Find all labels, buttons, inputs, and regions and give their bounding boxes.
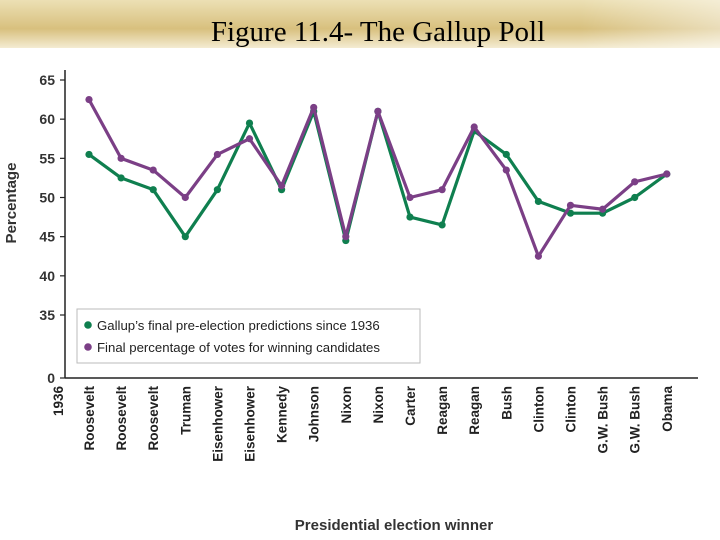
x-tick-label-carter: Carter — [403, 385, 418, 426]
x-tick-labels: 1936 Roosevelt Roosevelt Roosevelt Truman Eis… — [51, 385, 675, 462]
y-tick-label: 65 — [39, 72, 55, 88]
data-point — [502, 150, 510, 159]
data-point — [85, 150, 93, 159]
data-point — [245, 135, 254, 143]
y-tick-label: 40 — [39, 268, 55, 284]
series-line — [87, 97, 669, 258]
title-band-gloss — [580, 0, 720, 48]
series-gallup-predictions — [85, 107, 671, 245]
data-point — [438, 186, 446, 194]
gallup-poll-chart: 0 35 40 45 50 55 60 65 1936 Roosevelt Roosevelt Ro… — [3, 70, 698, 534]
x-tick-label-clinton: Clinton — [564, 386, 579, 433]
x-tick-label-g-w-bush: G.W. Bush — [596, 386, 611, 454]
legend-label: Gallup’s final pre-election predictions … — [97, 318, 380, 333]
data-point — [374, 107, 382, 115]
y-tick-label: 35 — [39, 307, 55, 323]
x-tick-label-truman: Truman — [178, 386, 193, 435]
series-layer — [85, 95, 671, 260]
x-axis-label: Presidential election winner — [295, 517, 494, 534]
data-point — [117, 154, 125, 162]
data-point — [438, 221, 446, 229]
series-actual-vote-share — [85, 95, 671, 260]
data-point — [342, 233, 350, 241]
data-point — [213, 150, 221, 159]
data-point — [213, 186, 221, 194]
x-tick-label-reagan: Reagan — [435, 386, 450, 435]
y-axis-label: Percentage — [3, 163, 20, 244]
first-year-label: 1936 — [51, 386, 66, 417]
data-point — [181, 233, 189, 241]
y-tick-label: 60 — [39, 111, 55, 127]
legend-marker — [84, 343, 92, 351]
chart-axes — [64, 70, 698, 379]
y-tick-label: 50 — [39, 190, 55, 206]
x-tick-label-nixon: Nixon — [339, 386, 354, 424]
y-tick-label: 0 — [47, 370, 55, 386]
data-point — [278, 182, 286, 190]
data-point — [406, 193, 414, 202]
x-tick-label-kennedy: Kennedy — [275, 386, 290, 444]
legend-marker — [84, 321, 92, 329]
x-tick-label-roosevelt: Roosevelt — [114, 386, 129, 451]
data-point — [663, 170, 671, 178]
x-tick-label-reagan: Reagan — [467, 386, 482, 435]
data-point — [566, 209, 575, 217]
data-point — [85, 95, 93, 104]
x-tick-label-nixon: Nixon — [371, 386, 386, 424]
data-point — [534, 197, 543, 206]
x-tick-label-clinton: Clinton — [531, 386, 546, 433]
y-tick-label: 45 — [39, 229, 55, 245]
data-point — [534, 252, 543, 260]
data-point — [406, 213, 414, 221]
data-point — [631, 178, 639, 186]
data-point — [599, 205, 607, 213]
data-point — [117, 174, 125, 182]
slide-title: Figure 11.4- The Gallup Poll — [210, 16, 546, 48]
x-tick-label-roosevelt: Roosevelt — [82, 386, 97, 451]
data-point — [310, 103, 318, 112]
x-tick-label-obama: Obama — [660, 386, 675, 432]
x-tick-label-g-w-bush: G.W. Bush — [628, 386, 643, 454]
x-tick-label-bush: Bush — [499, 386, 514, 420]
legend-label: Final percentage of votes for winning ca… — [97, 340, 380, 355]
data-point — [245, 119, 254, 127]
data-point — [181, 193, 189, 202]
legend: Gallup’s final pre-election predictions … — [76, 308, 421, 364]
data-point — [470, 123, 478, 131]
title-band — [0, 0, 720, 48]
data-point — [631, 193, 639, 202]
data-point — [566, 201, 575, 209]
data-point — [149, 166, 157, 174]
y-tick-label: 55 — [39, 150, 55, 166]
data-point — [149, 186, 157, 194]
data-point — [502, 166, 510, 174]
x-tick-label-johnson: Johnson — [307, 386, 322, 442]
legend-box — [76, 308, 421, 364]
y-tick-labels: 0 35 40 45 50 55 60 65 — [39, 72, 65, 386]
x-tick-label-eisenhower: Eisenhower — [243, 385, 258, 462]
x-tick-label-eisenhower: Eisenhower — [210, 385, 225, 462]
series-line — [87, 109, 669, 243]
x-tick-label-roosevelt: Roosevelt — [146, 386, 161, 451]
